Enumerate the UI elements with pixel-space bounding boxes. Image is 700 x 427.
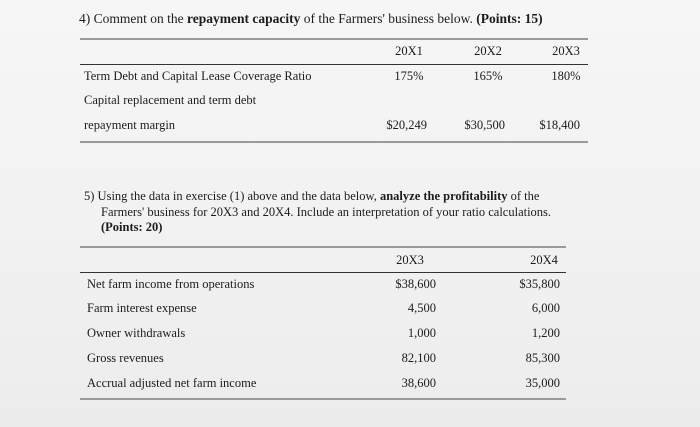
q5-row-label: Farm interest expense: [87, 301, 197, 315]
q5-col-header-1: 20X3: [396, 253, 424, 267]
q4-heading: 4) Comment on the repayment capacity of …: [79, 11, 543, 27]
q5-col-header-2: 20X4: [530, 253, 558, 267]
q4-row-label: Term Debt and Capital Lease Coverage Rat…: [84, 69, 312, 83]
q5-row-value: 6,000: [531, 301, 560, 315]
q4-table-bottom-rule: [80, 141, 588, 143]
q5-row-value: 1,000: [407, 326, 436, 340]
q4-suffix: of the Farmers' business below.: [300, 11, 477, 26]
q4-number: 4): [79, 11, 91, 26]
q5-header-rule: [80, 272, 566, 273]
q4-bold-phrase: repayment capacity: [187, 11, 301, 26]
q5-row-value: $38,600: [395, 277, 436, 291]
q4-row-value: 180%: [551, 69, 581, 83]
q5-row-value: 82,100: [401, 351, 436, 365]
q4-col-header-2: 20X2: [474, 44, 502, 58]
q4-col-header-1: 20X1: [395, 44, 423, 58]
q5-heading-line2: Farmers' business for 20X3 and 20X4. Inc…: [101, 205, 552, 219]
q4-row-value: $20,249: [386, 118, 427, 132]
q5-table-bottom-rule: [80, 398, 566, 400]
q4-prefix: Comment on the: [93, 11, 187, 26]
q4-row-label: repayment margin: [84, 118, 176, 132]
q5-row-value: 35,000: [525, 376, 560, 390]
q5-row-label: Accrual adjusted net farm income: [87, 376, 257, 390]
q4-row-value: 165%: [473, 69, 503, 83]
q5-bold-phrase: analyze the profitability: [379, 189, 508, 203]
q5-row-value: 38,600: [401, 376, 436, 390]
q4-header-rule: [80, 64, 588, 65]
q5-prefix: Using the data in exercise (1) above and…: [97, 189, 380, 203]
q4-row-value: $18,400: [539, 118, 580, 132]
q5-row-value: 1,200: [531, 326, 560, 340]
q5-row-label: Gross revenues: [87, 351, 164, 365]
q5-suffix: of the: [507, 189, 540, 203]
q4-col-header-3: 20X3: [552, 44, 580, 58]
q5-number: 5): [84, 189, 95, 203]
q5-row-value: 85,300: [525, 351, 560, 365]
q4-table-top-rule: [80, 38, 588, 40]
q5-table-top-rule: [80, 246, 566, 248]
q4-row-value: $30,500: [464, 118, 505, 132]
q4-row-value: 175%: [394, 69, 424, 83]
q4-row-label: Capital replacement and term debt: [84, 93, 257, 107]
q5-row-value: 4,500: [407, 301, 436, 315]
q5-row-label: Owner withdrawals: [87, 326, 186, 340]
q5-points: (Points: 20): [101, 220, 163, 234]
q5-row-label: Net farm income from operations: [87, 277, 255, 291]
q4-points: (Points: 15): [476, 11, 543, 26]
q5-row-value: $35,800: [519, 277, 560, 291]
q5-heading-line1: 5) Using the data in exercise (1) above …: [84, 189, 539, 204]
